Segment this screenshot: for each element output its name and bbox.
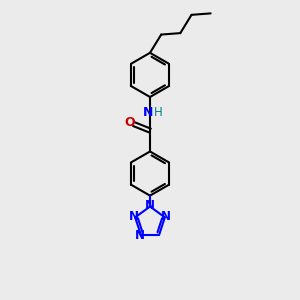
Text: N: N bbox=[129, 210, 139, 224]
Text: N: N bbox=[143, 106, 153, 119]
Text: O: O bbox=[124, 116, 135, 129]
Text: H: H bbox=[154, 106, 162, 119]
Text: N: N bbox=[145, 199, 155, 212]
Text: N: N bbox=[161, 210, 171, 224]
Text: N: N bbox=[135, 230, 145, 242]
